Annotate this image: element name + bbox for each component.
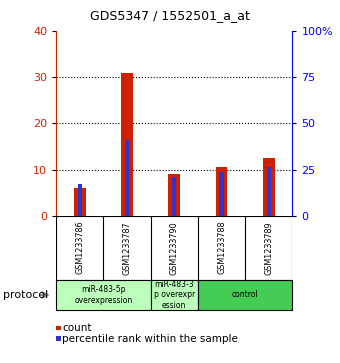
- Text: percentile rank within the sample: percentile rank within the sample: [62, 334, 238, 344]
- Text: GSM1233786: GSM1233786: [75, 221, 84, 274]
- Bar: [168, 174, 180, 216]
- Text: GSM1233788: GSM1233788: [217, 221, 226, 274]
- Text: protocol: protocol: [3, 290, 49, 300]
- Bar: [125, 140, 129, 216]
- Text: miR-483-5p
overexpression: miR-483-5p overexpression: [74, 285, 133, 305]
- Bar: [263, 158, 275, 216]
- Text: GSM1233789: GSM1233789: [264, 221, 273, 274]
- Bar: [74, 188, 86, 216]
- Text: count: count: [62, 323, 91, 333]
- Bar: [219, 172, 224, 216]
- Text: GSM1233790: GSM1233790: [170, 221, 179, 274]
- Bar: [78, 184, 82, 216]
- Text: control: control: [232, 290, 258, 299]
- Bar: [172, 177, 176, 216]
- Bar: [151, 280, 198, 310]
- Bar: [216, 167, 227, 216]
- Bar: [121, 73, 133, 216]
- Text: GDS5347 / 1552501_a_at: GDS5347 / 1552501_a_at: [90, 9, 250, 22]
- Bar: [56, 280, 151, 310]
- Bar: [267, 167, 271, 216]
- Bar: [198, 280, 292, 310]
- Text: miR-483-3
p overexpr
ession: miR-483-3 p overexpr ession: [154, 280, 195, 310]
- Text: GSM1233787: GSM1233787: [122, 221, 132, 274]
